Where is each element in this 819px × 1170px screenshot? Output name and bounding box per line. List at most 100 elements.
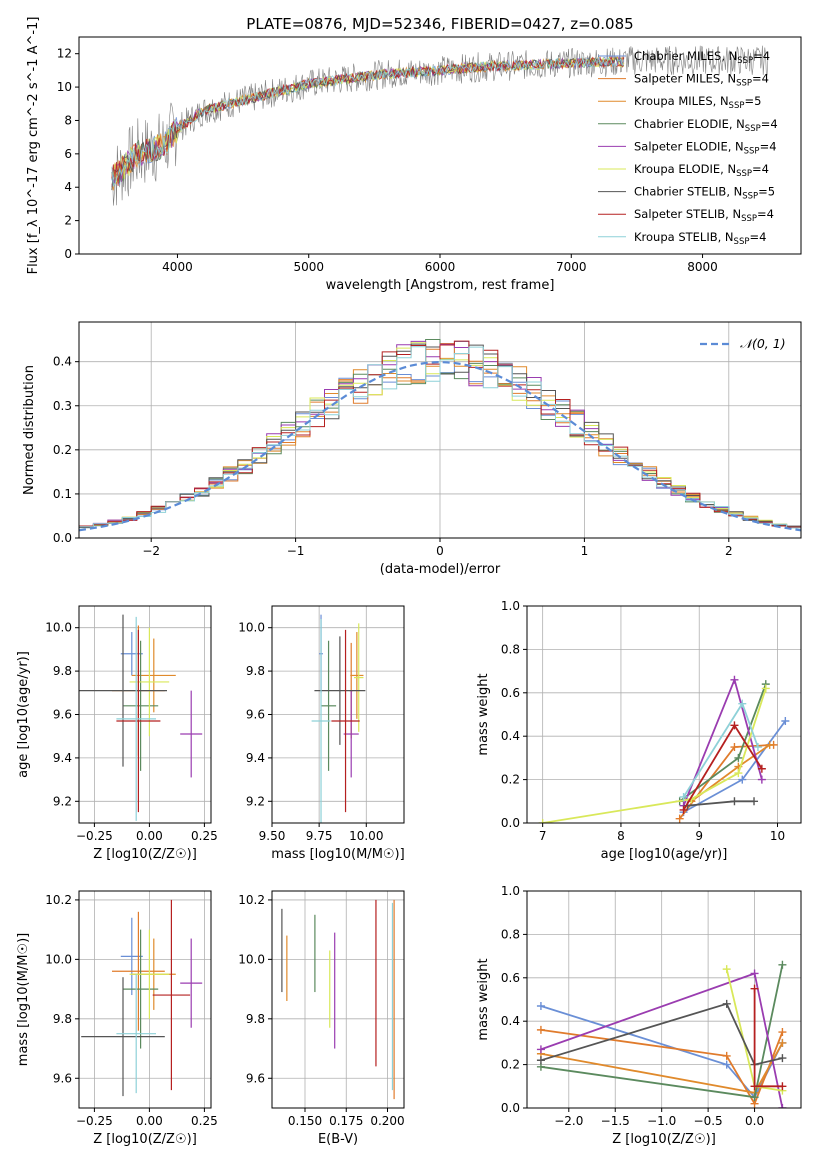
x-tick-label: 0	[436, 544, 444, 558]
mass-weight-line	[542, 688, 767, 823]
legend-subscript: SSP	[744, 146, 760, 156]
legend-subscript: SSP	[745, 124, 761, 134]
legend-text: =4	[753, 49, 770, 63]
mass-weight-marker	[734, 753, 743, 762]
x-tick-label: −0.25	[76, 1114, 113, 1128]
x-tick-label: −0.25	[76, 829, 113, 843]
x-tick-label: 0.25	[191, 829, 218, 843]
model-spectrum-line	[111, 55, 625, 188]
mass-weight-marker	[730, 743, 739, 752]
mass-weight-marker	[761, 684, 770, 693]
legend-subscript: SSP	[734, 237, 750, 247]
x-tick-label: 2	[725, 544, 733, 558]
y-axis-label: Flux [f_λ 10^-17 erg cm^-2 s^-1 A^-1]	[26, 17, 41, 275]
x-tick-label: 8	[617, 829, 625, 843]
mass-weight-marker	[765, 740, 774, 749]
mass-weight-marker	[536, 1025, 545, 1034]
mass-weight-marker	[722, 965, 731, 974]
mass-weight-marker	[738, 775, 747, 784]
residual-histogram-step	[79, 340, 801, 528]
x-axis-label: Z [log10(Z/Z☉)]	[93, 847, 197, 862]
mass-vs-z-panel: −0.25 0.00 0.25 9.6 9.8 10.0 10.2 Z [log10(Z/Z☉…	[16, 890, 218, 1147]
x-tick-label: 0.00	[136, 829, 163, 843]
y-axis-label: mass weight	[476, 958, 491, 1040]
axes-frame	[78, 890, 212, 1109]
model-spectrum-line	[111, 56, 625, 183]
mass-weight-vs-age-panel: 7 8 9 10 0.0 0.2 0.4 0.6 0.8 1.0 age [log10(age/yr…	[476, 599, 802, 862]
plot-area	[536, 960, 787, 1108]
y-tick-label: 9.8	[53, 664, 72, 678]
legend-text: =4	[760, 139, 777, 153]
x-tick-label: −1	[287, 544, 305, 558]
legend-text: =4	[752, 72, 769, 86]
legend-text: Chabrier STELIB, N	[634, 185, 742, 199]
y-axis-label: age [log10(age/yr)]	[16, 651, 31, 778]
mass-weight-marker	[730, 797, 739, 806]
y-tick-label: 10.0	[45, 621, 72, 635]
mass-weight-marker	[778, 960, 787, 969]
x-tick-label: 9	[695, 829, 703, 843]
gaussian-curve	[79, 360, 801, 532]
mass-weight-marker	[730, 675, 739, 684]
legend-entry: Kroupa STELIB, NSSP=4	[634, 230, 766, 247]
y-tick-label: 6	[64, 147, 72, 161]
y-tick-label: 0.0	[53, 531, 72, 545]
legend-subscript: SSP	[741, 214, 757, 224]
plot-area	[281, 899, 395, 1100]
legend-subscript: SSP	[736, 169, 752, 179]
x-axis-label: age [log10(age/yr)]	[601, 847, 728, 862]
legend-text: Chabrier ELODIE, N	[634, 117, 745, 131]
mass-weight-marker	[679, 805, 688, 814]
mass-weight-line	[682, 676, 763, 806]
y-tick-label: 0.4	[501, 1014, 520, 1028]
legend-entry: Kroupa MILES, NSSP=5	[634, 94, 761, 111]
legend-text: Chabrier MILES, N	[634, 49, 737, 63]
y-axis-label: Normed distribution	[22, 365, 37, 495]
age-vs-mass-panel: 9.50 9.75 10.00 9.2 9.4 9.6 9.8 10.0 mass [log10…	[238, 605, 405, 862]
x-tick-label: 10.00	[349, 829, 383, 843]
y-tick-label: 9.8	[53, 1012, 72, 1026]
mass-weight-marker	[750, 797, 759, 806]
mass-weight-line	[540, 1002, 783, 1066]
mass-weight-marker	[757, 764, 766, 773]
x-tick-label: 0.0	[745, 1114, 764, 1128]
y-tick-label: 10	[57, 80, 72, 94]
axes-frame	[526, 890, 802, 1109]
mass-weight-marker	[536, 1045, 545, 1054]
mass-weight-marker	[536, 1056, 545, 1065]
x-tick-label: 0.150	[288, 1114, 322, 1128]
legend-text: Salpeter STELIB, N	[634, 207, 741, 221]
y-axis-label: mass weight	[476, 673, 491, 755]
mass-weight-marker	[722, 1060, 731, 1069]
y-tick-label: 0.6	[501, 971, 520, 985]
legend-entry: Chabrier STELIB, NSSP=5	[634, 185, 775, 202]
residual-histogram-step	[79, 346, 801, 529]
x-tick-label: −2	[142, 544, 160, 558]
mass-weight-marker	[778, 1082, 787, 1091]
x-tick-label: −2.0	[554, 1114, 583, 1128]
x-axis-label: E(B-V)	[318, 1132, 358, 1147]
residual-histogram-panel: −2 −1 0 1 2 0.0 0.1 0.2 0.3 0.4 (data-model)/error…	[22, 321, 802, 577]
y-tick-label: 0.2	[53, 443, 72, 457]
mass-weight-marker	[753, 743, 762, 752]
legend-text: =4	[752, 162, 769, 176]
y-tick-label: 9.6	[53, 1071, 72, 1085]
legend-subscript: SSP	[742, 192, 758, 202]
y-tick-label: 2	[64, 214, 72, 228]
x-tick-label: −1.5	[601, 1114, 630, 1128]
y-tick-label: 0.3	[53, 399, 72, 413]
legend-text: =5	[744, 94, 761, 108]
y-tick-label: 10.2	[45, 893, 72, 907]
mass-weight-marker	[734, 769, 743, 778]
y-tick-label: 12	[57, 47, 72, 61]
y-tick-label: 0.4	[501, 729, 520, 743]
y-tick-label: 9.2	[246, 794, 265, 808]
plot-area	[79, 339, 801, 532]
y-tick-label: 9.2	[53, 794, 72, 808]
mass-weight-marker	[778, 1054, 787, 1063]
mass-weight-marker	[750, 969, 759, 978]
x-tick-label: 10	[770, 829, 785, 843]
mass-weight-marker	[730, 721, 739, 730]
x-tick-label: 0.25	[191, 1114, 218, 1128]
